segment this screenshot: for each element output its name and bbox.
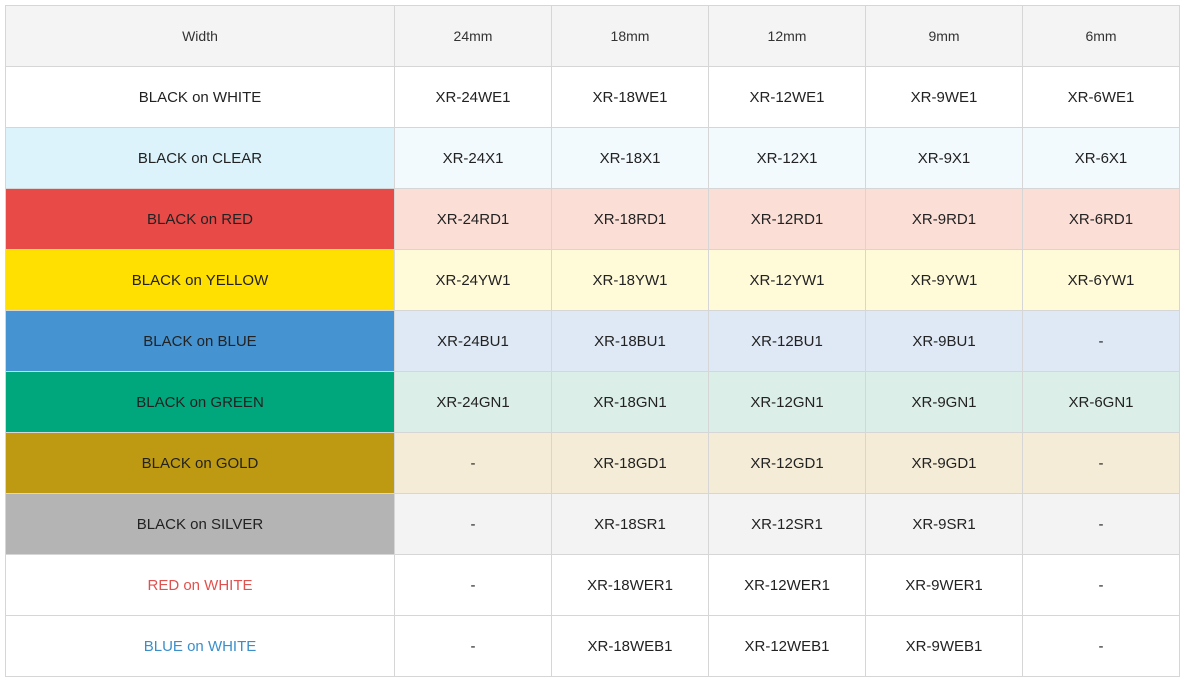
table-cell: XR-18WEB1 — [551, 615, 709, 677]
header-row: Width 24mm 18mm 12mm 9mm 6mm — [5, 5, 1180, 67]
table-row: BLACK on RED XR-24RD1 XR-18RD1 XR-12RD1 … — [5, 188, 1180, 250]
table-cell: XR-18WE1 — [551, 66, 709, 128]
table-row: BLACK on WHITE XR-24WE1 XR-18WE1 XR-12WE… — [5, 66, 1180, 128]
row-color-label: BLACK on GREEN — [5, 371, 395, 433]
tape-compatibility-table: Width 24mm 18mm 12mm 9mm 6mm BLACK on WH… — [5, 5, 1180, 677]
table-row: BLACK on BLUE XR-24BU1 XR-18BU1 XR-12BU1… — [5, 310, 1180, 372]
table-cell: - — [394, 554, 552, 616]
row-color-label: BLUE on WHITE — [5, 615, 395, 677]
table-row: BLACK on GOLD - XR-18GD1 XR-12GD1 XR-9GD… — [5, 432, 1180, 494]
row-color-label: BLACK on BLUE — [5, 310, 395, 372]
table-cell: XR-9WER1 — [865, 554, 1023, 616]
header-width-label: Width — [5, 5, 395, 67]
table-cell: XR-18WER1 — [551, 554, 709, 616]
table-cell: XR-18X1 — [551, 127, 709, 189]
table-cell: XR-6WE1 — [1022, 66, 1180, 128]
table-row: BLACK on GREEN XR-24GN1 XR-18GN1 XR-12GN… — [5, 371, 1180, 433]
table-cell: - — [1022, 493, 1180, 555]
table-cell: XR-9BU1 — [865, 310, 1023, 372]
header-size-9mm: 9mm — [865, 5, 1023, 67]
table-cell: XR-9WEB1 — [865, 615, 1023, 677]
table-cell: XR-24RD1 — [394, 188, 552, 250]
table-cell: XR-18GN1 — [551, 371, 709, 433]
table-cell: - — [1022, 554, 1180, 616]
table-cell: XR-18GD1 — [551, 432, 709, 494]
header-size-24mm: 24mm — [394, 5, 552, 67]
table-cell: XR-24BU1 — [394, 310, 552, 372]
table-cell: XR-12GN1 — [708, 371, 866, 433]
table-cell: - — [394, 493, 552, 555]
table-cell: XR-24GN1 — [394, 371, 552, 433]
table-cell: XR-12WER1 — [708, 554, 866, 616]
row-color-label: RED on WHITE — [5, 554, 395, 616]
row-color-label: BLACK on RED — [5, 188, 395, 250]
row-color-label: BLACK on WHITE — [5, 66, 395, 128]
table-cell: XR-12YW1 — [708, 249, 866, 311]
table-cell: - — [394, 615, 552, 677]
table-cell: - — [394, 432, 552, 494]
table-cell: XR-24WE1 — [394, 66, 552, 128]
table-row: BLUE on WHITE - XR-18WEB1 XR-12WEB1 XR-9… — [5, 615, 1180, 677]
table-cell: XR-18SR1 — [551, 493, 709, 555]
tape-compatibility-table-wrapper: Width 24mm 18mm 12mm 9mm 6mm BLACK on WH… — [5, 5, 1180, 677]
row-color-label: BLACK on CLEAR — [5, 127, 395, 189]
table-cell: XR-9GD1 — [865, 432, 1023, 494]
table-row: BLACK on YELLOW XR-24YW1 XR-18YW1 XR-12Y… — [5, 249, 1180, 311]
table-cell: - — [1022, 432, 1180, 494]
table-cell: XR-12WE1 — [708, 66, 866, 128]
table-cell: XR-12X1 — [708, 127, 866, 189]
table-cell: XR-9GN1 — [865, 371, 1023, 433]
table-cell: XR-6RD1 — [1022, 188, 1180, 250]
table-cell: XR-18BU1 — [551, 310, 709, 372]
table-cell: XR-18RD1 — [551, 188, 709, 250]
table-cell: - — [1022, 615, 1180, 677]
table-cell: XR-6GN1 — [1022, 371, 1180, 433]
table-row: BLACK on SILVER - XR-18SR1 XR-12SR1 XR-9… — [5, 493, 1180, 555]
table-cell: XR-6X1 — [1022, 127, 1180, 189]
table-cell: XR-24YW1 — [394, 249, 552, 311]
header-size-18mm: 18mm — [551, 5, 709, 67]
table-cell: XR-12SR1 — [708, 493, 866, 555]
table-cell: XR-12BU1 — [708, 310, 866, 372]
table-cell: XR-9X1 — [865, 127, 1023, 189]
table-cell: XR-9WE1 — [865, 66, 1023, 128]
table-cell: XR-12RD1 — [708, 188, 866, 250]
table-row: BLACK on CLEAR XR-24X1 XR-18X1 XR-12X1 X… — [5, 127, 1180, 189]
table-cell: XR-9YW1 — [865, 249, 1023, 311]
table-row: RED on WHITE - XR-18WER1 XR-12WER1 XR-9W… — [5, 554, 1180, 616]
table-cell: XR-9SR1 — [865, 493, 1023, 555]
table-cell: XR-24X1 — [394, 127, 552, 189]
table-cell: XR-12GD1 — [708, 432, 866, 494]
table-cell: XR-9RD1 — [865, 188, 1023, 250]
row-color-label: BLACK on GOLD — [5, 432, 395, 494]
row-color-label: BLACK on YELLOW — [5, 249, 395, 311]
table-cell: XR-6YW1 — [1022, 249, 1180, 311]
table-cell: XR-18YW1 — [551, 249, 709, 311]
table-cell: XR-12WEB1 — [708, 615, 866, 677]
header-size-6mm: 6mm — [1022, 5, 1180, 67]
header-size-12mm: 12mm — [708, 5, 866, 67]
row-color-label: BLACK on SILVER — [5, 493, 395, 555]
table-cell: - — [1022, 310, 1180, 372]
